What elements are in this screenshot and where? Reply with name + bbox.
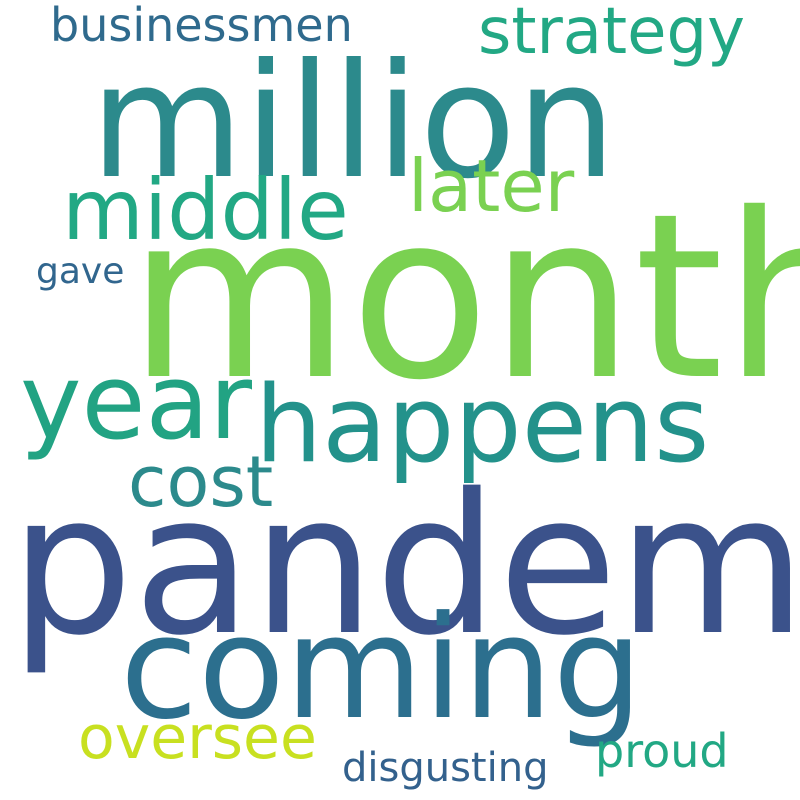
word-strategy: strategy xyxy=(478,0,745,69)
word-million: million xyxy=(90,30,617,214)
word-gave: gave xyxy=(36,251,125,292)
word-year: year xyxy=(20,341,253,463)
word-proud: proud xyxy=(595,724,729,778)
word-cost: cost xyxy=(128,441,274,523)
word-pandemic: pandemic xyxy=(10,452,800,678)
word-middle: middle xyxy=(62,161,349,259)
word-later: later xyxy=(408,144,575,228)
word-happens: happens xyxy=(255,363,710,486)
word-coming: coming xyxy=(120,586,643,751)
word-businessmen: businessmen xyxy=(50,0,353,52)
word-disgusting: disgusting xyxy=(342,745,549,791)
word-oversee: oversee xyxy=(78,703,317,773)
word-month: month xyxy=(128,164,800,430)
